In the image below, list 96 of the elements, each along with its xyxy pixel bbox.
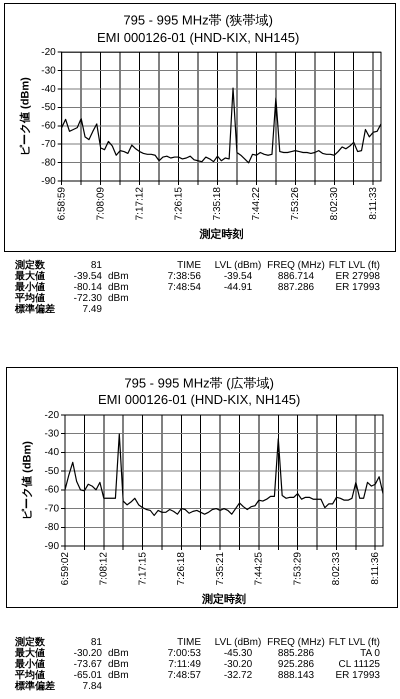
text: TA 0	[360, 648, 380, 658]
y-tick-label: -40	[41, 84, 56, 95]
chart-subtitle: EMI 000126-01 (HND-KIX, NH145)	[96, 30, 300, 45]
category-label: LVL (dBm)	[214, 260, 262, 270]
y-tick-label: -50	[44, 466, 60, 477]
text: 886.714	[278, 270, 314, 282]
x-tick-label: 6:58:59	[56, 186, 68, 220]
category-label: 最大値	[15, 270, 45, 282]
text: -65.01	[74, 670, 102, 680]
y-tick-label: -90	[44, 540, 60, 552]
x-tick-label: 7:44:22	[251, 186, 262, 220]
y-tick-label: -60	[41, 120, 56, 132]
y-tick-label: -80	[41, 157, 56, 168]
x-tick-label: 7:26:15	[173, 186, 184, 220]
chart-subtitle: EMI 000126-01 (HND-KIX, NH145)	[98, 392, 300, 407]
category-label: FLT LVL (ft)	[328, 636, 380, 648]
x-tick-label: 7:08:12	[98, 552, 110, 586]
chart-title: 795 - 995 MHz帯 (広帯域)	[124, 375, 274, 390]
text: 7.84	[82, 680, 102, 692]
text: -45.30	[224, 648, 252, 658]
text: dBm	[108, 292, 129, 304]
y-tick-label: -30	[44, 428, 60, 440]
category-label: LVL (dBm)	[214, 636, 262, 648]
y-tick-label: -20	[44, 410, 60, 421]
y-tick-label: -30	[41, 65, 56, 76]
text: 925.286	[278, 658, 314, 670]
x-tick-label: 7:26:18	[176, 552, 188, 586]
category-label: 最小値	[15, 282, 45, 292]
text: 7:48:57	[168, 670, 201, 680]
text: -80.14	[74, 282, 102, 292]
text: 7.49	[82, 304, 102, 314]
text: dBm	[108, 648, 129, 658]
y-tick-label: -70	[44, 503, 60, 514]
category-label: TIME	[177, 260, 201, 270]
y-tick-label: -60	[44, 484, 60, 496]
category-label: 最大値	[15, 648, 45, 658]
y-tick-label: -70	[41, 138, 56, 150]
text: dBm	[108, 658, 129, 670]
category-label: FLT LVL (ft)	[328, 260, 380, 270]
x-tick-label: 8:11:33	[368, 186, 379, 220]
chart-title: 795 - 995 MHz帯 (狭帯域)	[123, 12, 273, 28]
x-tick-label: 8:02:33	[331, 552, 342, 586]
text: -39.54	[74, 270, 102, 282]
category-label: 標準偏差	[15, 304, 55, 314]
text: -72.30	[74, 292, 102, 304]
text: dBm	[108, 282, 129, 292]
x-tick-label: 6:59:02	[60, 552, 71, 586]
category-label: FREQ (MHz)	[267, 636, 325, 648]
text: 81	[90, 636, 102, 648]
text: ER 17993	[336, 282, 380, 292]
category-label: FREQ (MHz)	[267, 260, 325, 270]
category-label: 平均値	[15, 292, 45, 304]
text: 7:38:56	[168, 270, 201, 282]
x-tick-label: 7:53:26	[290, 186, 302, 220]
text: 7:11:49	[168, 658, 201, 670]
text: -30.20	[74, 648, 102, 658]
text: -39.54	[224, 270, 252, 282]
x-tick-label: 7:53:29	[292, 552, 304, 586]
category-label: 平均値	[15, 670, 45, 680]
category-label: TIME	[177, 636, 201, 648]
category-label: 最小値	[15, 658, 45, 670]
text: -32.72	[224, 670, 252, 680]
text: 81	[90, 260, 102, 270]
category-label: 測定数	[15, 636, 45, 648]
x-tick-label: 7:17:12	[134, 186, 146, 220]
x-tick-label: 7:35:18	[212, 186, 224, 220]
text: -44.91	[224, 282, 252, 292]
text: dBm	[108, 670, 129, 680]
text: 885.286	[278, 648, 314, 658]
text: ER 27998	[336, 270, 380, 282]
x-tick-label: 7:35:21	[214, 552, 226, 586]
x-tick-label: 8:02:30	[329, 186, 340, 220]
y-axis-title: ピーク値 (dBm)	[18, 76, 32, 156]
y-tick-label: -90	[41, 176, 56, 187]
x-axis-title: 測定時刻	[198, 227, 244, 240]
x-tick-label: 7:08:09	[95, 186, 106, 220]
text: ER 17993	[336, 670, 380, 680]
x-tick-label: 7:44:25	[254, 552, 265, 586]
category-label: 標準偏差	[15, 680, 55, 692]
y-tick-label: -80	[44, 522, 60, 534]
y-axis-title: ピーク値 (dBm)	[20, 440, 34, 520]
y-tick-label: -50	[41, 102, 56, 114]
text: -73.67	[74, 658, 102, 670]
text: dBm	[108, 270, 129, 282]
x-axis-title: 測定時刻	[201, 592, 246, 606]
y-tick-label: -40	[44, 447, 60, 458]
text: CL 11125	[338, 658, 380, 670]
category-label: 測定数	[15, 260, 45, 270]
text: -30.20	[224, 658, 252, 670]
text: 887.286	[278, 282, 314, 292]
text: 7:48:54	[168, 282, 201, 292]
x-tick-label: 8:11:36	[370, 552, 381, 585]
x-tick-label: 7:17:15	[137, 552, 148, 586]
text: 7:00:53	[168, 648, 201, 658]
text: 888.143	[278, 670, 314, 680]
y-tick-label: -20	[41, 46, 56, 58]
